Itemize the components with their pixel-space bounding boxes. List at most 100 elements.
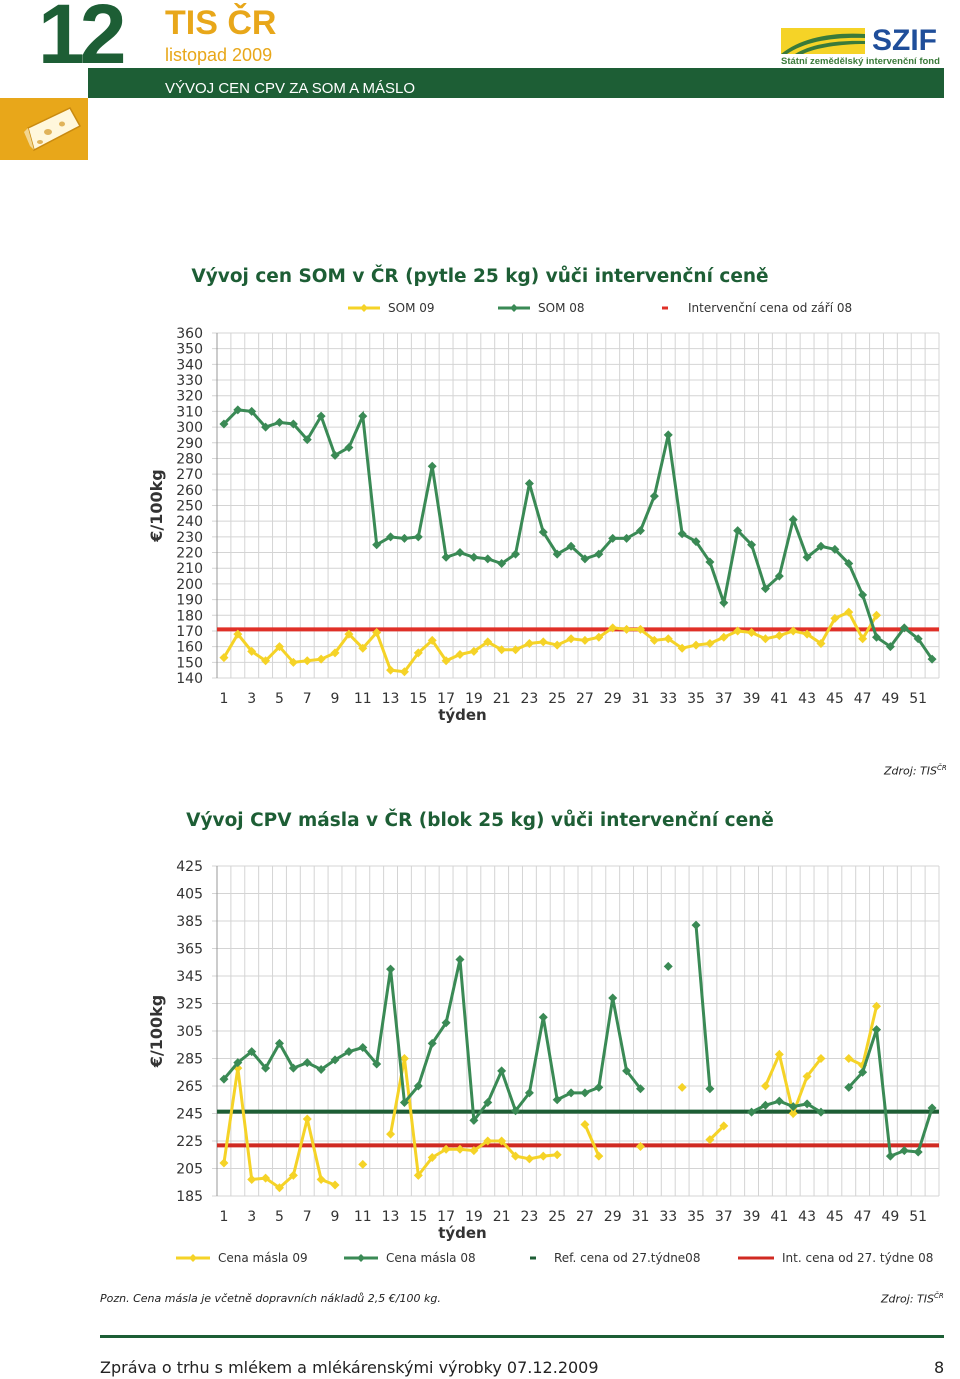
data-point [455, 1144, 465, 1154]
legend-label: SOM 09 [388, 301, 435, 315]
x-tick-label: 23 [520, 691, 538, 707]
data-point [760, 1100, 770, 1110]
data-point [524, 1154, 534, 1164]
y-tick-label: 205 [176, 1162, 203, 1178]
y-tick-label: 340 [176, 357, 203, 373]
y-tick-label: 250 [176, 499, 203, 515]
data-point [747, 628, 757, 638]
data-point [274, 1183, 284, 1193]
y-tick-label: 150 [176, 655, 203, 671]
data-point [927, 654, 937, 664]
y-tick-label: 170 [176, 624, 203, 640]
y-tick-label: 310 [176, 404, 203, 420]
x-tick-label: 47 [854, 691, 872, 707]
data-point [344, 442, 354, 452]
data-point [497, 1136, 507, 1146]
data-point [399, 667, 409, 677]
x-tick-label: 41 [770, 1209, 788, 1225]
legend-label: Ref. cena od 27.týdne08 [554, 1251, 700, 1265]
y-tick-label: 290 [176, 436, 203, 452]
data-point [372, 1059, 382, 1069]
data-point [649, 635, 659, 645]
footer-text: Zpráva o trhu s mlékem a mlékárenskými v… [100, 1358, 599, 1377]
data-point [594, 1082, 604, 1092]
data-point [594, 632, 604, 642]
chart2-source: Zdroj: TISČR [881, 1292, 944, 1306]
x-tick-label: 29 [604, 1209, 622, 1225]
data-point [830, 544, 840, 554]
data-point [844, 1054, 854, 1063]
data-point [219, 1074, 229, 1084]
chart1-title: Vývoj cen SOM v ČR (pytle 25 kg) vůči in… [191, 266, 769, 287]
data-point [899, 1146, 909, 1156]
data-point [316, 1065, 326, 1074]
data-point [288, 657, 298, 667]
data-point [247, 646, 257, 656]
x-tick-label: 51 [909, 1209, 927, 1225]
data-point [774, 1096, 784, 1106]
data-point [844, 559, 854, 569]
y-tick-label: 260 [176, 483, 203, 499]
data-point [427, 1038, 437, 1048]
y-tick-label: 240 [176, 514, 203, 530]
szif-logo: SZIF [872, 24, 937, 57]
data-point [399, 1054, 409, 1063]
data-point [802, 1099, 812, 1109]
data-point [538, 637, 548, 647]
x-tick-label: 11 [354, 691, 372, 707]
data-point [483, 637, 493, 647]
x-tick-label: 39 [743, 1209, 761, 1225]
legend-marker [357, 1254, 365, 1262]
x-tick-label: 29 [604, 691, 622, 707]
data-point [566, 541, 576, 551]
y-tick-label: 210 [176, 561, 203, 577]
data-point [719, 1121, 729, 1131]
series-line [694, 924, 712, 1089]
data-point [233, 405, 243, 415]
data-point [344, 1047, 354, 1057]
data-point [538, 1151, 548, 1161]
data-point [413, 1081, 423, 1091]
data-point [538, 1012, 548, 1022]
data-point [413, 1170, 423, 1180]
data-point [261, 1063, 271, 1073]
legend-label: Cena másla 09 [218, 1251, 308, 1265]
data-point [552, 1095, 562, 1105]
x-tick-label: 33 [659, 691, 677, 707]
data-point [274, 417, 284, 427]
data-point [858, 634, 868, 644]
data-point [774, 1049, 784, 1059]
y-tick-label: 160 [176, 640, 203, 656]
x-tick-label: 5 [275, 1209, 284, 1225]
data-point [316, 1175, 326, 1184]
x-tick-label: 47 [854, 1209, 872, 1225]
data-point [816, 639, 826, 648]
data-point [580, 1120, 590, 1129]
data-point [427, 1153, 437, 1162]
data-point [899, 623, 909, 633]
data-point [635, 624, 645, 634]
data-point [580, 635, 590, 645]
data-point [705, 1135, 715, 1145]
data-point [691, 920, 701, 930]
x-tick-label: 7 [303, 691, 312, 707]
y-tick-label: 300 [176, 420, 203, 436]
series-line [222, 408, 934, 661]
x-tick-label: 27 [576, 691, 594, 707]
data-point [274, 1038, 284, 1048]
data-point [635, 1142, 645, 1151]
chart1-som: 1401501601701801902002102202302402502602… [147, 301, 940, 724]
publication-name: TIS ČR [165, 4, 277, 42]
y-tick-label: 190 [176, 593, 203, 609]
data-point [677, 529, 687, 539]
note-text: Pozn. Cena másla je včetně dopravních ná… [100, 1292, 441, 1305]
y-tick-label: 220 [176, 546, 203, 562]
data-point [497, 559, 507, 569]
page-number: 8 [934, 1358, 945, 1377]
x-tick-label: 3 [247, 691, 256, 707]
x-tick-label: 15 [409, 691, 427, 707]
data-point [635, 526, 645, 536]
series-line [848, 1005, 878, 1068]
data-point [816, 541, 826, 551]
data-point [261, 422, 271, 432]
